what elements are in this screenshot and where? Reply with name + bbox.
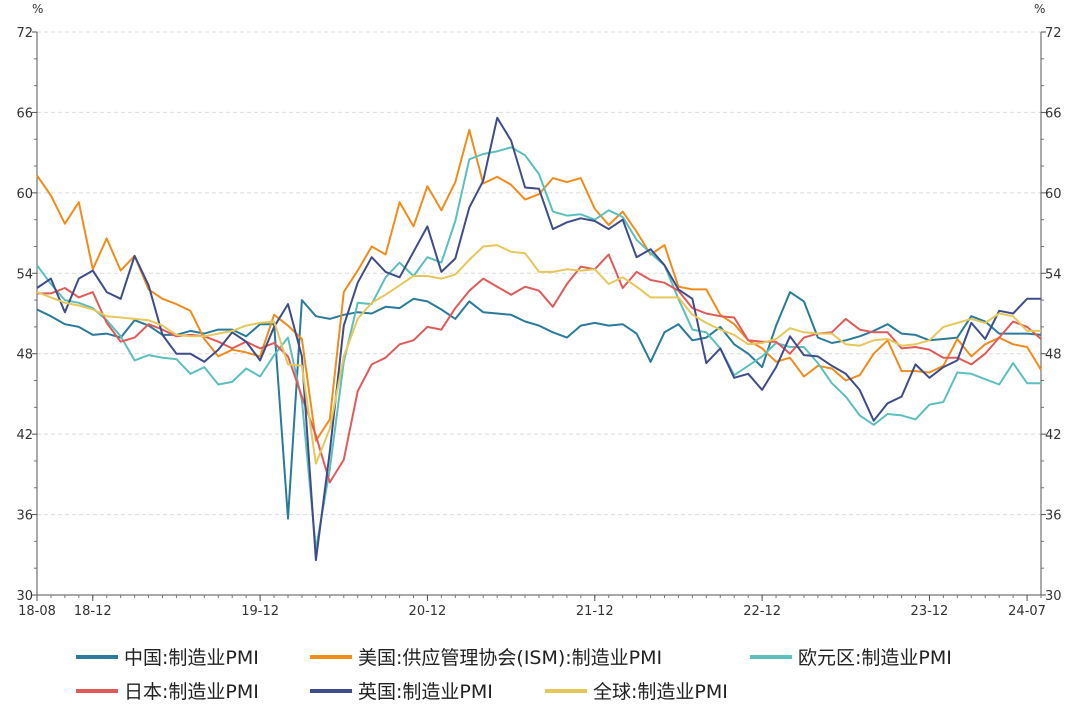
axes bbox=[32, 31, 1046, 601]
y-tick-label-left: 66 bbox=[16, 106, 33, 121]
legend-label: 欧元区:制造业PMI bbox=[798, 647, 952, 669]
y-tick-label-left: 36 bbox=[16, 509, 33, 524]
y-tick-label-right: 36 bbox=[1045, 509, 1062, 524]
legend: 中国:制造业PMI 美国:供应管理协会(ISM):制造业PMI 欧元区:制造业PMI… bbox=[76, 647, 952, 703]
x-tick-label: 18-12 bbox=[74, 604, 112, 619]
y-tick-label-right: 30 bbox=[1045, 589, 1062, 604]
y-tick-label-right: 72 bbox=[1045, 26, 1062, 41]
x-tick-label: 20-12 bbox=[409, 604, 447, 619]
y-tick-label-left: 54 bbox=[16, 267, 33, 282]
y-tick-label-right: 60 bbox=[1045, 187, 1062, 202]
series-line-4 bbox=[36, 116, 1041, 562]
series-line-3 bbox=[37, 253, 1042, 484]
series-lines bbox=[36, 116, 1042, 562]
y-tick-label-right: 42 bbox=[1045, 428, 1062, 443]
grid-lines bbox=[37, 31, 1041, 516]
legend-label: 美国:供应管理协会(ISM):制造业PMI bbox=[358, 647, 662, 669]
y-tick-label-left: 42 bbox=[16, 428, 33, 443]
y-tick-label-right: 48 bbox=[1045, 348, 1062, 363]
legend-label: 全球:制造业PMI bbox=[593, 681, 728, 703]
x-tick-label: 21-12 bbox=[576, 604, 614, 619]
x-tick-label: 22-12 bbox=[743, 604, 781, 619]
y-axis-unit-right: % bbox=[1034, 2, 1045, 16]
series-line-0 bbox=[36, 291, 1042, 520]
y-tick-label-left: 72 bbox=[16, 26, 33, 41]
legend-label: 英国:制造业PMI bbox=[358, 681, 493, 703]
y-tick-label-right: 54 bbox=[1045, 267, 1062, 282]
y-tick-label-left: 48 bbox=[16, 348, 33, 363]
series-line-5 bbox=[36, 244, 1041, 465]
x-tick-label: 23-12 bbox=[911, 604, 949, 619]
y-axis-unit-left: % bbox=[32, 2, 43, 16]
series-line-2 bbox=[36, 146, 1041, 551]
y-ticks-left: 30 36 42 48 54 60 66 72 bbox=[16, 26, 33, 604]
y-ticks-right: 30 36 42 48 54 60 66 72 bbox=[1045, 26, 1062, 604]
legend-label: 日本:制造业PMI bbox=[124, 681, 259, 703]
legend-label: 中国:制造业PMI bbox=[124, 647, 259, 669]
y-tick-label-left: 30 bbox=[16, 589, 33, 604]
x-tick-label: 18-08 bbox=[18, 604, 56, 619]
x-tick-label: 24-07 bbox=[1008, 604, 1046, 619]
y-tick-label-left: 60 bbox=[16, 187, 33, 202]
x-tick-label: 19-12 bbox=[241, 604, 279, 619]
series-line-1 bbox=[36, 128, 1042, 442]
x-ticks: 18-08 18-12 19-12 20-12 21-12 22-12 23-12 24-07 bbox=[18, 604, 1046, 619]
y-tick-label-right: 66 bbox=[1045, 106, 1062, 121]
